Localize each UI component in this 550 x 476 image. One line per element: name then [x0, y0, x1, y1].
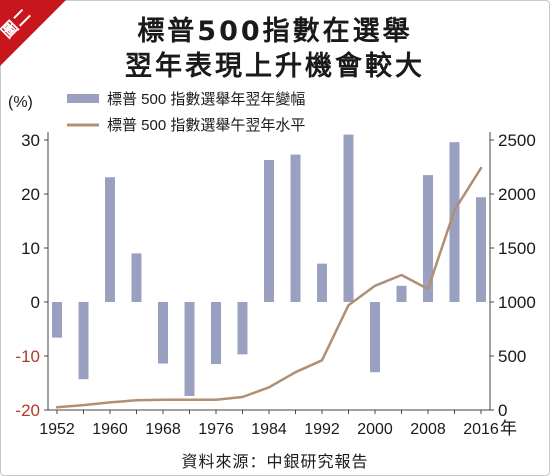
badge-corner	[0, 0, 66, 66]
bars-group	[52, 134, 486, 396]
series-line	[55, 166, 483, 409]
bar	[184, 302, 195, 396]
left-tick-label: -10	[15, 347, 40, 366]
right-tick-label: 1000	[498, 293, 536, 312]
chart-title-line-1: 標普500指數在選舉	[137, 16, 413, 47]
bar	[264, 159, 274, 302]
right-tick-label: 1500	[498, 239, 536, 258]
x-tick-label: 2016	[463, 421, 499, 438]
bar	[237, 302, 248, 355]
x-tick-label: 1976	[198, 421, 234, 438]
source-note: 資料來源：中銀研究報告	[181, 452, 369, 471]
x-tick-label: 1960	[92, 421, 128, 438]
bar	[317, 263, 327, 302]
bar	[131, 253, 142, 302]
x-axis-unit: 年	[500, 419, 517, 438]
legend-swatch-bar	[67, 94, 99, 103]
left-tick-label: 20	[21, 185, 40, 204]
chart-title-line-2: 翌年表現上升機會較大	[125, 51, 425, 82]
line-group	[55, 166, 483, 409]
x-tick-label: 2000	[357, 421, 393, 438]
x-tick-label: 2008	[410, 421, 446, 438]
bar	[476, 197, 486, 302]
x-tick-label: 1952	[39, 421, 75, 438]
x-tick-label: 1992	[304, 421, 340, 438]
bar	[396, 285, 407, 302]
x-tick-label: 1984	[251, 421, 287, 438]
bar	[158, 302, 168, 364]
left-tick-label: -20	[15, 401, 40, 420]
right-tick-label: 500	[498, 347, 526, 366]
bar	[449, 142, 460, 302]
bar	[105, 177, 115, 302]
right-tick-label: 0	[498, 401, 507, 420]
legend-label-bar: 標普 500 指數選舉年翌年變幅	[107, 91, 305, 108]
left-tick-label: 30	[21, 131, 40, 150]
left-tick-label: 10	[21, 239, 40, 258]
right-tick-label: 2500	[498, 131, 536, 150]
left-tick-label: 0	[31, 293, 40, 312]
bar	[343, 134, 354, 302]
axes-group	[44, 132, 494, 414]
bar	[211, 302, 221, 365]
bar	[290, 154, 301, 302]
x-tick-label: 1968	[145, 421, 181, 438]
legend-label-line: 標普 500 指數選舉午翌年水平	[107, 117, 305, 134]
bar	[370, 302, 380, 373]
bar	[423, 175, 433, 302]
bar	[78, 302, 89, 380]
bar	[52, 302, 62, 338]
left-axis-unit: (%)	[8, 94, 33, 111]
right-tick-label: 2000	[498, 185, 536, 204]
labels-group: -20 -10 0 10 20 30 (%) 0 500 1000 1500 2000 2500 1952…	[8, 94, 536, 438]
